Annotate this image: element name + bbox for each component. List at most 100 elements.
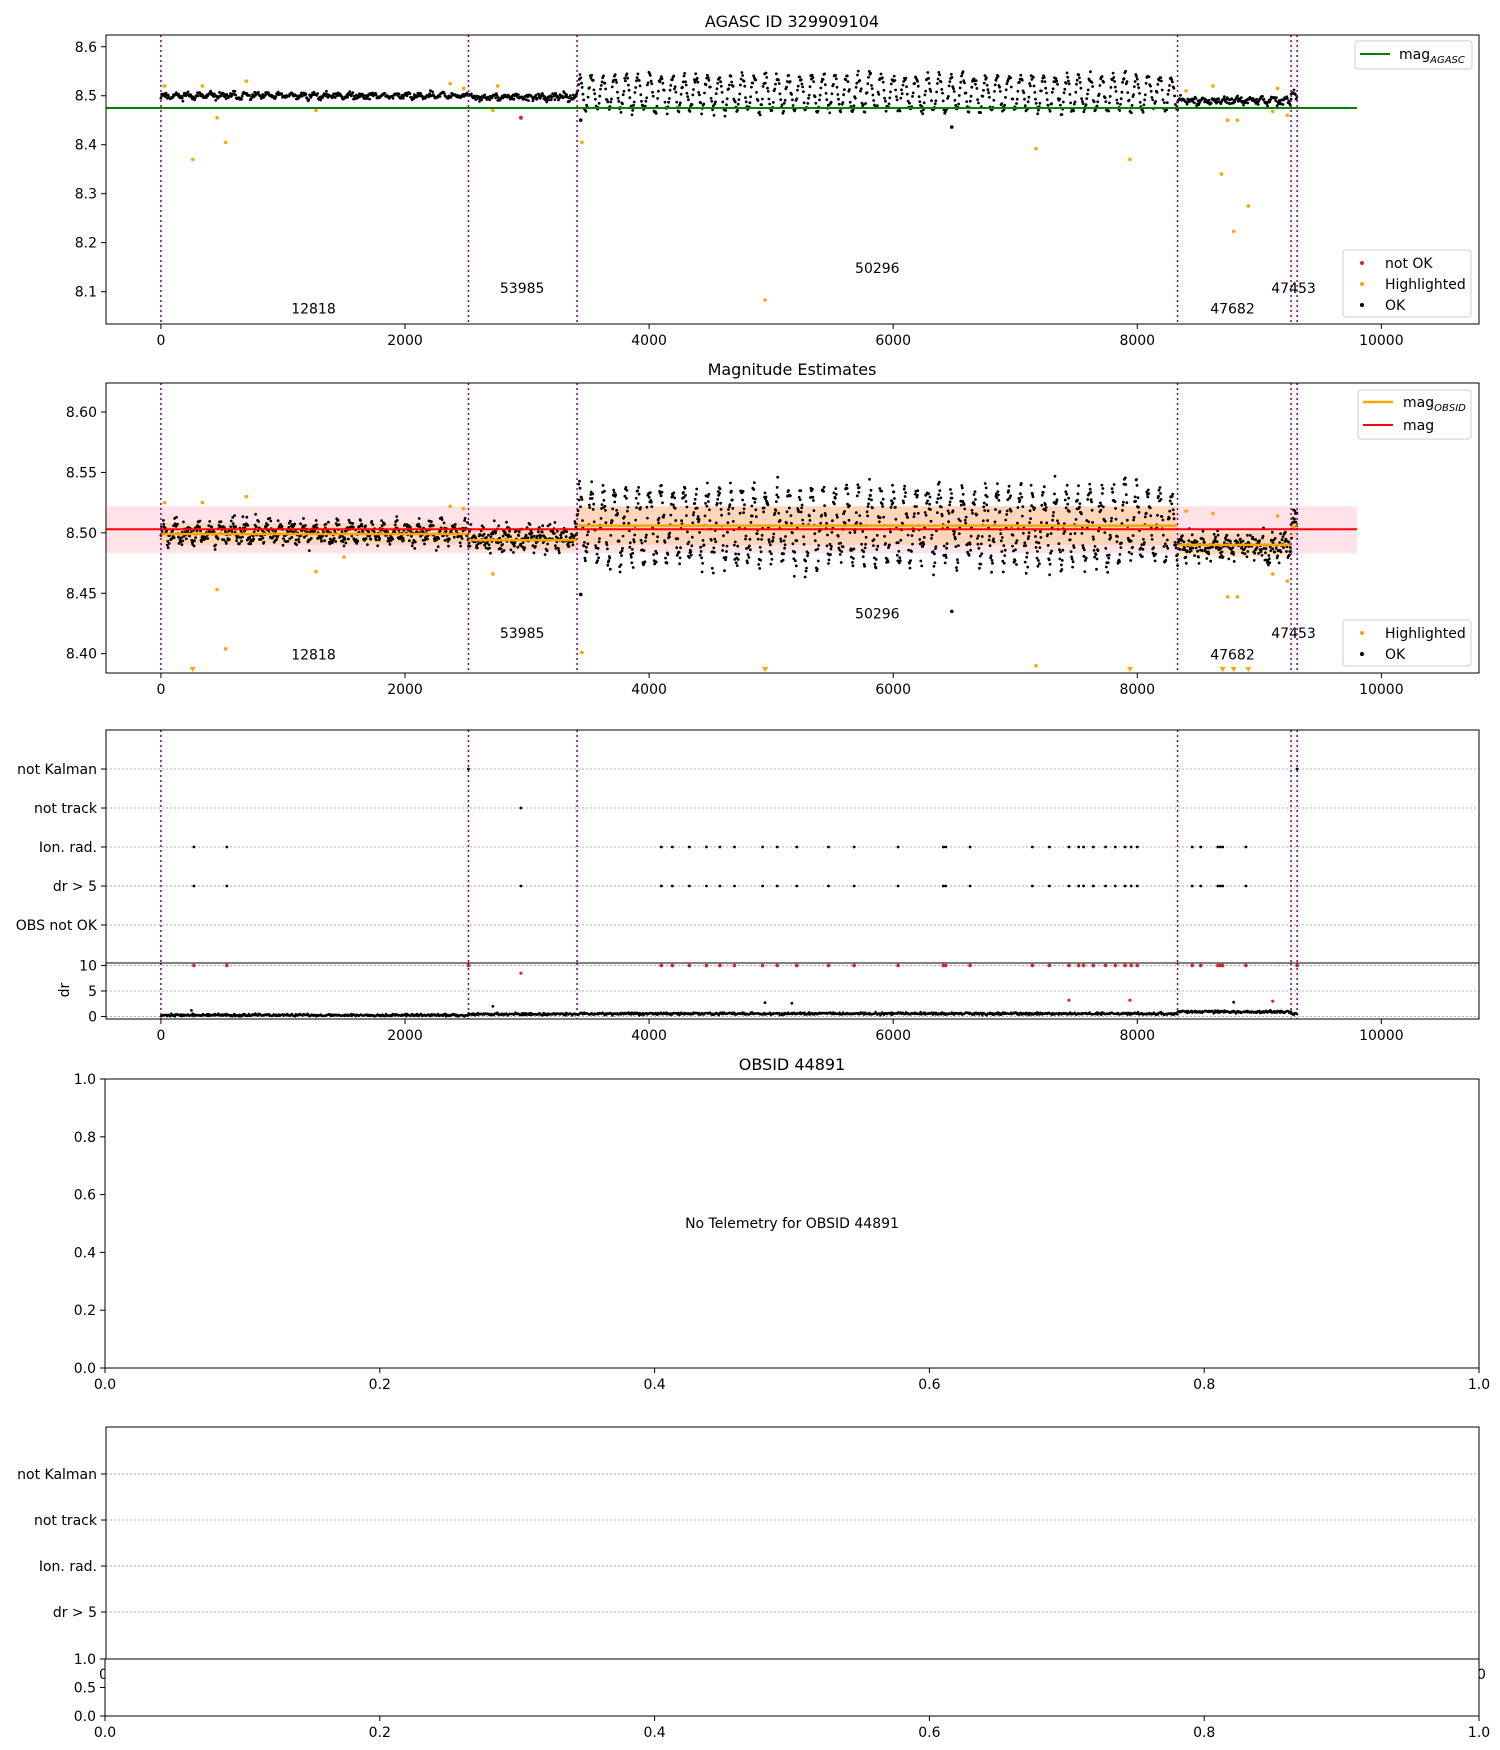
estimates-ok-point	[614, 493, 618, 497]
agasc-ok-point	[846, 80, 850, 83]
estimates-xtick-label: 2000	[387, 682, 423, 698]
agasc-ytick-label: 8.1	[75, 285, 97, 301]
estimates-highlighted-point	[223, 647, 228, 651]
agasc-ok-point	[939, 80, 943, 84]
estimates-ok-point	[1251, 537, 1255, 541]
agasc-ok-point	[619, 111, 623, 114]
estimates-ok-point	[192, 544, 196, 548]
estimates-ok-point	[851, 564, 855, 568]
agasc-ok-point	[854, 85, 858, 89]
estimates-ok-point	[337, 523, 341, 526]
agasc-ok-point	[823, 83, 827, 87]
estimates-ok-point	[1059, 550, 1062, 554]
estimates-ok-point	[969, 548, 972, 552]
estimates-ok-point	[261, 536, 265, 540]
agasc-ok-point	[670, 78, 674, 82]
agasc-ok-point	[1274, 99, 1278, 102]
agasc-ok-point	[1067, 82, 1071, 86]
agasc-ok-point	[856, 73, 859, 77]
estimates-ok-point	[945, 542, 949, 546]
agasc-ok-point	[1135, 77, 1139, 81]
estimates-ok-point	[615, 508, 618, 512]
estimates-ok-point	[682, 495, 686, 499]
estimates-ok-point	[1122, 500, 1125, 504]
estimates-ok-point	[967, 553, 971, 557]
estimates-ok-point	[1143, 515, 1147, 519]
estimates-ok-point	[1189, 549, 1193, 552]
flag-point	[705, 884, 708, 888]
flag-point	[687, 845, 691, 849]
estimates-ok-point	[922, 542, 926, 546]
agasc-ok-point	[954, 104, 958, 107]
agasc-ok-point	[1036, 112, 1040, 116]
agasc-ok-point	[234, 93, 238, 97]
estimates-ok-point	[245, 515, 249, 519]
estimates-ok-point	[871, 506, 874, 510]
estimates-ok-point	[888, 543, 891, 547]
agasc-ok-point	[166, 93, 170, 97]
estimates-ok-point	[1082, 548, 1086, 552]
estimates-obsid-label: 47453	[1271, 626, 1316, 642]
agasc-ok-point	[802, 90, 805, 94]
agasc-ok-point	[1239, 96, 1243, 100]
estimates-ok-point	[762, 510, 765, 514]
estimates-ok-point	[1126, 536, 1130, 540]
agasc-ok-point	[1143, 98, 1146, 102]
estimates-ok-point	[359, 519, 362, 522]
estimates-ok-point	[553, 521, 557, 524]
estimates-ok-point	[663, 540, 667, 544]
agasc-ok-point	[1165, 101, 1169, 104]
estimates-ok-point	[829, 553, 832, 556]
estimates-ok-point	[767, 538, 771, 542]
estimates-ok-point	[779, 537, 783, 541]
estimates-ok-point	[294, 538, 298, 542]
agasc-ok-point	[1192, 97, 1196, 101]
flag-point	[1082, 884, 1085, 888]
agasc-xtick-label: 10000	[1359, 333, 1404, 349]
estimates-ok-point	[760, 534, 764, 537]
agasc-ok-point	[1096, 100, 1100, 104]
agasc-ok-point	[637, 79, 641, 82]
estimates-ok-point	[752, 488, 756, 491]
estimates-ok-point	[704, 502, 707, 505]
agasc-ok-point	[719, 84, 723, 88]
estimates-ok-point	[728, 503, 732, 507]
agasc-ok-point	[1207, 98, 1211, 102]
estimates-ok-point	[1084, 556, 1088, 560]
estimates-ok-point	[746, 561, 749, 565]
estimates-highlighted-point	[580, 650, 584, 655]
agasc-ok-point	[798, 75, 802, 79]
estimates-ok-point	[1240, 546, 1243, 550]
estimates-highlighted-point	[314, 569, 318, 574]
agasc-ok-point	[881, 80, 885, 84]
estimates-ok-point	[585, 545, 588, 549]
agasc-ok-point	[681, 80, 685, 84]
estimates-ok-point	[896, 559, 900, 563]
agasc-ok-point	[1287, 99, 1291, 103]
agasc-ok-point	[1163, 101, 1166, 104]
estimates-ok-point	[463, 516, 467, 520]
estimates-ok-point	[636, 502, 640, 505]
estimates-ok-point	[926, 499, 929, 503]
estimates-ok-point	[755, 532, 759, 535]
estimates-ok-point	[881, 497, 885, 501]
agasc-ok-point	[240, 97, 243, 101]
estimates-ok-point	[784, 535, 787, 538]
estimates-ok-point	[1146, 488, 1150, 492]
estimates-ok-point	[951, 509, 955, 513]
estimates-ok-point	[924, 493, 928, 497]
estimates-ok-point	[715, 501, 719, 505]
estimates-ok-point	[276, 519, 280, 523]
agasc-ok-point	[512, 97, 516, 101]
estimates-ok-point	[1041, 491, 1045, 494]
estimates-ok-point	[850, 555, 853, 559]
agasc-ok-point	[778, 92, 782, 96]
estimates-offscale-marker	[1219, 667, 1226, 672]
estimates-ok-point	[947, 520, 950, 524]
estimates-ok-point	[314, 519, 318, 522]
estimates-ok-point	[170, 537, 174, 540]
agasc-ok-point	[634, 86, 638, 89]
estimates-ok-point	[1255, 546, 1259, 550]
estimates-ok-point	[483, 543, 486, 547]
agasc-ok-point	[756, 99, 760, 102]
